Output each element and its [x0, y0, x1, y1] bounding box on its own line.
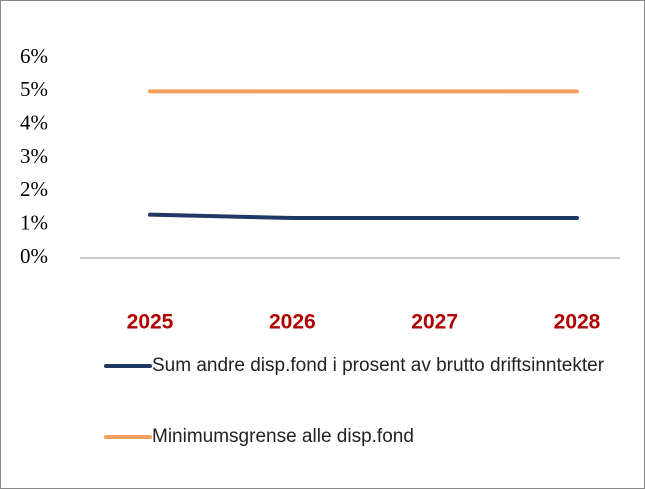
legend-label: Minimumsgrense alle disp.fond	[152, 426, 414, 447]
y-tick-label: 4%	[20, 110, 48, 134]
series-line	[148, 212, 579, 220]
y-tick-label: 0%	[20, 244, 48, 268]
y-tick-label: 3%	[20, 144, 48, 168]
y-tick-label: 1%	[20, 210, 48, 234]
y-tick-label: 6%	[20, 44, 48, 68]
x-tick-label: 2026	[269, 311, 316, 334]
x-tick-label: 2027	[411, 311, 458, 334]
y-tick-label: 5%	[20, 77, 48, 101]
x-tick-label: 2025	[127, 311, 174, 334]
y-tick-label: 2%	[20, 177, 48, 201]
legend-label: Sum andre disp.fond i prosent av brutto …	[152, 355, 605, 376]
x-tick-label: 2028	[554, 311, 601, 334]
